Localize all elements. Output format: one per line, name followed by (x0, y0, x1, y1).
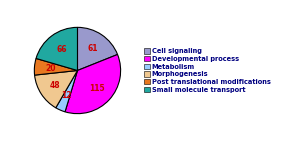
Wedge shape (34, 59, 77, 75)
Wedge shape (35, 70, 77, 108)
Legend: Cell signaling, Developmental process, Metabolism, Morphogenesis, Post translati: Cell signaling, Developmental process, M… (144, 48, 271, 93)
Wedge shape (77, 27, 117, 70)
Text: 20: 20 (46, 64, 56, 73)
Text: 61: 61 (87, 44, 98, 53)
Wedge shape (36, 27, 77, 70)
Text: 66: 66 (56, 45, 67, 54)
Wedge shape (56, 70, 77, 112)
Wedge shape (65, 54, 121, 114)
Text: 12: 12 (62, 91, 72, 100)
Text: 48: 48 (50, 81, 60, 90)
Text: 115: 115 (89, 84, 105, 93)
